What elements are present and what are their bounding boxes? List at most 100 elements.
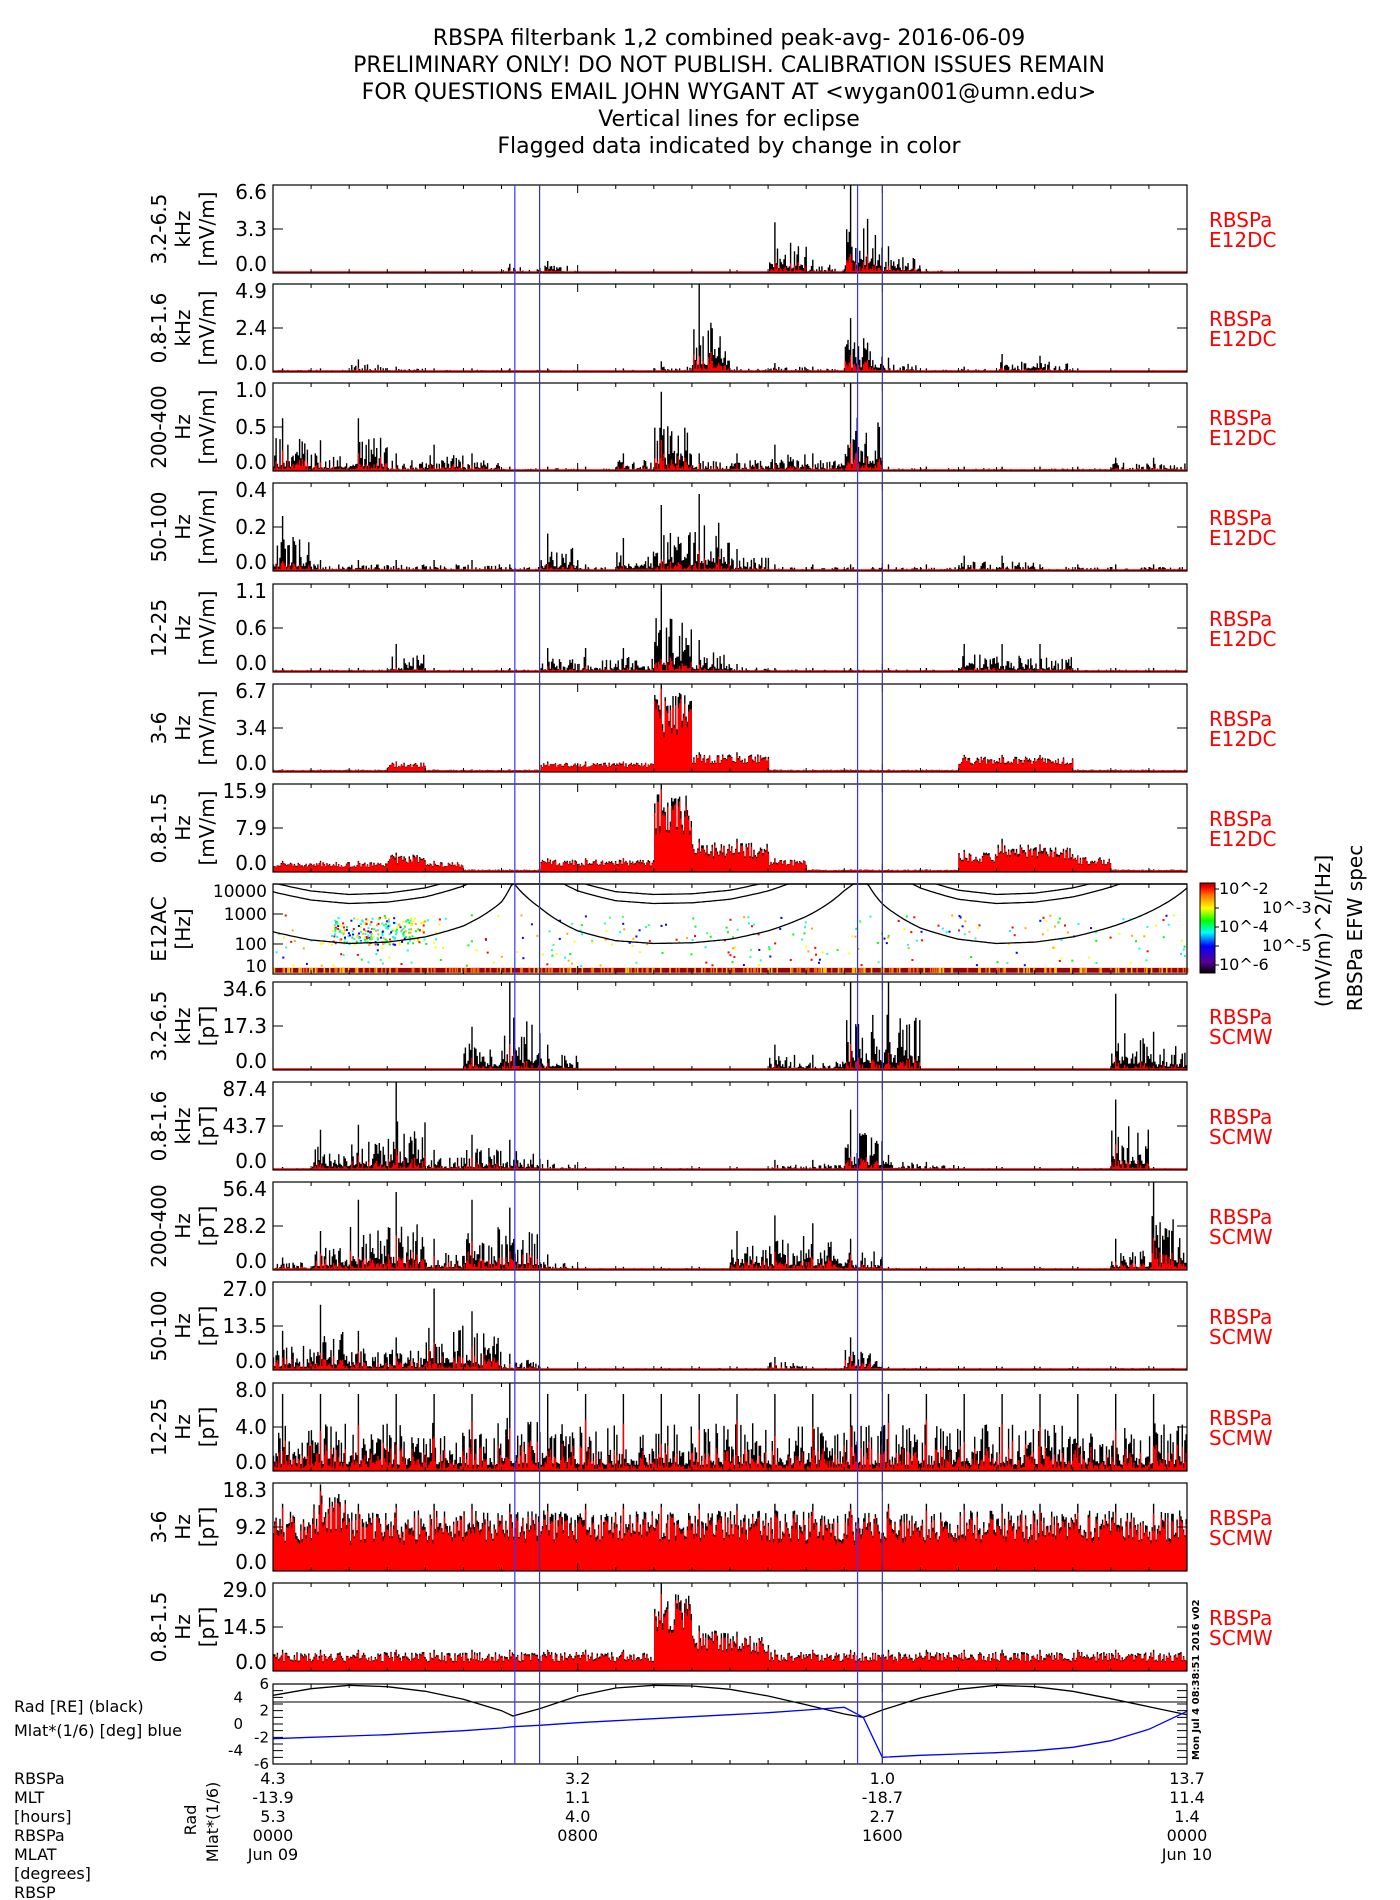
y-tick-label: 0.0 [235, 1049, 267, 1073]
spectrogram-cell [804, 926, 806, 929]
spectrogram-cell [393, 921, 395, 924]
instrument-label: SCMW [1209, 1626, 1273, 1650]
spectrogram-cell [791, 967, 794, 973]
spectrogram-cell [978, 967, 980, 973]
spectrogram-cell [830, 967, 833, 973]
spectrogram-cell [789, 959, 792, 961]
spectrogram-cell [1026, 967, 1028, 973]
spectrogram-cell [379, 936, 382, 939]
spectrogram-cell [334, 930, 337, 933]
spectrogram-cell [383, 915, 386, 918]
instrument-label: RBSPa [1209, 506, 1272, 530]
spectrogram-cell [370, 933, 373, 935]
spectrogram-cell [472, 967, 474, 973]
spectrogram-cell [356, 935, 359, 938]
spectrogram-cell [369, 923, 372, 926]
spectrogram-cell [592, 967, 594, 973]
spectrogram-cell [641, 967, 644, 973]
panel-2-ylabel-3: [mV/m] [195, 291, 219, 366]
spectrogram-cell [454, 967, 457, 973]
x-axis-date-label: Jun 10 [1161, 1845, 1212, 1864]
spectrogram-cell [470, 940, 473, 943]
spectrogram-cell [605, 929, 608, 932]
spectrogram-cell [336, 935, 339, 938]
spectrogram-cell [929, 967, 932, 973]
spectrogram-cell [389, 938, 391, 941]
spectrogram-cell [1183, 945, 1186, 948]
spectrogram-cell [405, 919, 408, 922]
spectrogram-cell [409, 919, 412, 922]
spectrogram-cell [771, 967, 773, 973]
spectrogram-cell [1077, 922, 1080, 925]
panel-6-ylabel-2: Hz [171, 715, 195, 741]
spectrogram-cell [399, 943, 401, 946]
y-tick-label: 15.9 [222, 779, 267, 803]
spectrogram-cell [883, 937, 886, 940]
spectrogram-cell [801, 938, 804, 941]
panel-9-ylabel-2: kHz [171, 1107, 195, 1144]
spectrogram-cell [358, 932, 360, 935]
spectrogram-cell [496, 967, 499, 973]
panel-9-ylabel-3: [pT] [195, 1106, 219, 1147]
spectrogram-cell [968, 930, 971, 933]
spectrogram-cell [340, 953, 343, 956]
instrument-label: RBSPa [1209, 307, 1272, 331]
spectrogram-cell [1131, 934, 1134, 937]
spectrogram-cell [341, 930, 343, 933]
spectrogram-cell [562, 967, 565, 973]
spectrogram-cell [410, 961, 413, 964]
spectrogram-cell [692, 917, 695, 920]
spectrogram-cell [604, 938, 607, 941]
spectrogram-cell [645, 967, 648, 973]
spectrogram-cell [1049, 914, 1052, 917]
y-tick-label: 6.7 [235, 679, 267, 703]
spectrogram-cell [569, 953, 572, 956]
spectrogram-cell [814, 946, 817, 949]
spectrogram-cell [591, 941, 594, 944]
spectrogram-cell [1167, 923, 1170, 926]
spectrogram-cell [364, 932, 367, 935]
spectrogram-cell [342, 932, 345, 935]
y-tick-label: 43.7 [222, 1114, 267, 1138]
spectrogram-cell [342, 967, 344, 973]
spectrogram-cell [887, 936, 890, 939]
spectrogram-cell [407, 942, 410, 945]
spectrogram-cell [1046, 929, 1049, 932]
spectrogram-cell [1185, 967, 1187, 973]
spectrogram-cell [388, 956, 391, 959]
spectrogram-cell [612, 967, 614, 973]
spectrogram-cell [611, 967, 613, 973]
spectrogram-cell [356, 918, 359, 921]
spectrogram-cell [426, 919, 429, 922]
spectrogram-cell [291, 967, 293, 973]
panel-1-ylabel-3: [mV/m] [195, 192, 219, 267]
spectrogram-cell [337, 927, 340, 930]
spectrogram-cell [370, 935, 373, 938]
x-axis-v2-label: 1.1 [565, 1788, 590, 1807]
spectrogram-cell [818, 961, 820, 964]
panel-1-frame [272, 184, 1188, 274]
spectrogram-cell [414, 923, 417, 925]
spectrogram-cell [388, 933, 391, 935]
spectrogram-cell [385, 967, 387, 973]
y-tick-label: 0.0 [235, 252, 267, 276]
spectrogram-cell [976, 926, 979, 929]
spectrogram-cell [1058, 960, 1061, 962]
spectrogram-cell [351, 930, 354, 933]
spectrogram-cell [550, 967, 552, 973]
spectrogram-cell [393, 928, 396, 931]
spectrogram-cell [1023, 964, 1026, 967]
spectrogram-cell [1161, 967, 1163, 973]
y-tick-label: 17.3 [222, 1014, 267, 1038]
spectrogram-cell [580, 965, 583, 967]
y-tick-label: 6.6 [235, 180, 267, 204]
spectrogram-cell [808, 967, 810, 973]
spectrogram-cell [423, 920, 426, 923]
spectrogram-cell [394, 922, 397, 925]
spectrogram-cell [635, 935, 638, 938]
ephemeris-frame [272, 1683, 1188, 1765]
panel-11-ylabel-1: 50-100 [147, 1291, 171, 1362]
spectrogram-cell [438, 923, 441, 926]
y-tick-label: 34.6 [222, 977, 267, 1001]
spectrogram-cell [851, 935, 854, 938]
